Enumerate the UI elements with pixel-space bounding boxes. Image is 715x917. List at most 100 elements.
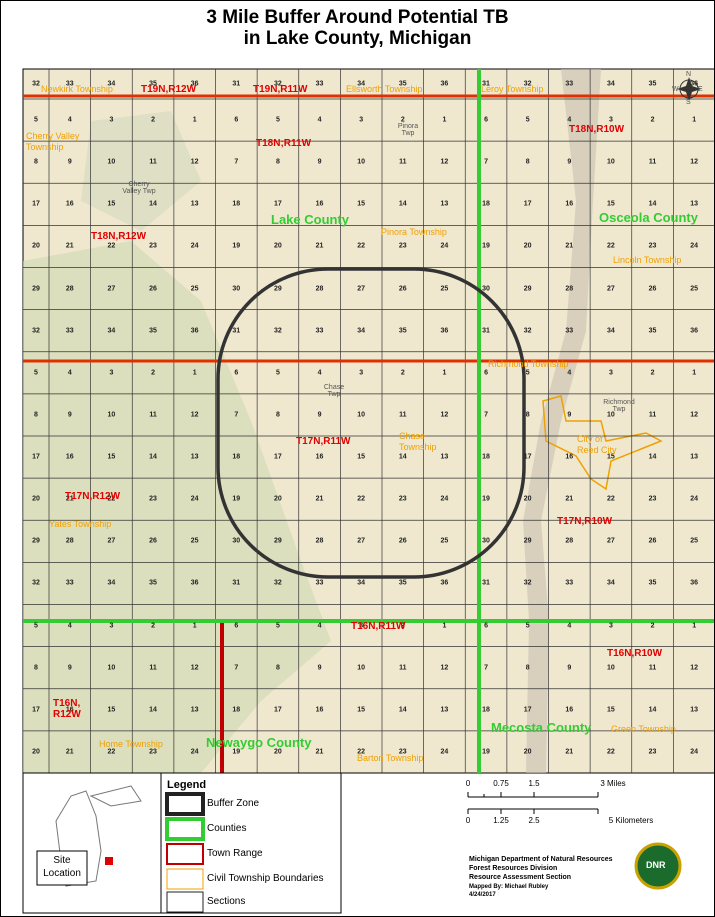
section-number: 29 bbox=[32, 285, 40, 293]
section-number: 17 bbox=[274, 453, 282, 461]
title: 3 Mile Buffer Around Potential TB in Lak… bbox=[1, 7, 714, 49]
section-number: 27 bbox=[107, 285, 116, 293]
section-number: 4 bbox=[317, 369, 322, 377]
section-number: 9 bbox=[67, 158, 72, 166]
section-number: 2 bbox=[151, 116, 156, 124]
section-number: 36 bbox=[690, 80, 699, 88]
section-number: 18 bbox=[482, 453, 490, 461]
township-label: Barton Township bbox=[357, 753, 424, 763]
legend-item: Town Range bbox=[207, 848, 263, 859]
section-number: 32 bbox=[274, 80, 282, 88]
section-number: 32 bbox=[32, 579, 40, 587]
section-number: 20 bbox=[274, 242, 282, 250]
section-number: 22 bbox=[357, 242, 366, 250]
section-number: 5 bbox=[275, 622, 280, 630]
section-number: 14 bbox=[648, 706, 657, 714]
section-number: 8 bbox=[34, 664, 38, 672]
section-number: 22 bbox=[607, 748, 615, 756]
section-number: 11 bbox=[648, 411, 657, 419]
section-number: 12 bbox=[190, 664, 199, 672]
section-number: 2 bbox=[650, 116, 655, 124]
section-number: 31 bbox=[482, 579, 490, 587]
section-number: 35 bbox=[149, 80, 157, 88]
section-number: 9 bbox=[317, 664, 322, 672]
section-number: 5 bbox=[275, 116, 280, 124]
section-grid bbox=[23, 69, 714, 773]
section-number: 25 bbox=[440, 285, 449, 293]
section-number: 31 bbox=[482, 327, 490, 335]
section-number: 21 bbox=[315, 495, 324, 503]
section-number: 16 bbox=[565, 706, 574, 714]
section-number: 11 bbox=[399, 664, 407, 672]
town-range-label: T17N,R10W bbox=[557, 516, 613, 527]
legend-swatch bbox=[165, 817, 205, 841]
section-number: 33 bbox=[565, 80, 574, 88]
section-number: 1 bbox=[192, 116, 197, 124]
section-number: 14 bbox=[398, 706, 407, 714]
section-number: 22 bbox=[607, 495, 615, 503]
section-number: 4 bbox=[317, 116, 322, 124]
section-number: 24 bbox=[190, 242, 199, 250]
township-label: Lincoln Township bbox=[613, 255, 682, 265]
section-number: 18 bbox=[482, 200, 490, 208]
section-number: 13 bbox=[690, 706, 699, 714]
section-number: 29 bbox=[523, 285, 532, 293]
section-number: 15 bbox=[607, 706, 615, 714]
section-number: 10 bbox=[107, 158, 116, 166]
section-number: 35 bbox=[398, 579, 407, 587]
township-label: Green Township bbox=[611, 724, 676, 734]
section-number: 21 bbox=[315, 242, 324, 250]
section-number: 18 bbox=[482, 706, 490, 714]
section-number: 33 bbox=[65, 579, 74, 587]
section-number: 31 bbox=[232, 327, 241, 335]
town-range-label: T18N,R12W bbox=[91, 231, 147, 242]
section-number: 24 bbox=[440, 242, 449, 250]
section-number: 22 bbox=[107, 242, 116, 250]
section-number: 10 bbox=[357, 158, 366, 166]
section-number: 12 bbox=[190, 158, 199, 166]
section-number: 7 bbox=[234, 664, 239, 672]
section-number: 34 bbox=[357, 80, 366, 88]
section-number: 5 bbox=[34, 369, 38, 377]
section-number: 6 bbox=[234, 622, 239, 630]
section-number: 15 bbox=[107, 706, 116, 714]
legend-swatch bbox=[166, 891, 204, 913]
credit-line: 4/24/2017 bbox=[469, 892, 496, 898]
section-number: 4 bbox=[67, 622, 72, 630]
section-number: 34 bbox=[607, 327, 615, 335]
section-number: 8 bbox=[275, 158, 280, 166]
town-range-label: T17N,R12W bbox=[65, 491, 121, 502]
section-number: 10 bbox=[607, 664, 615, 672]
section-number: 1 bbox=[442, 116, 447, 124]
section-number: 34 bbox=[357, 327, 366, 335]
section-number: 32 bbox=[523, 327, 532, 335]
section-number: 25 bbox=[690, 285, 699, 293]
section-number: 5 bbox=[525, 116, 530, 124]
section-number: 20 bbox=[32, 242, 40, 250]
section-number: 21 bbox=[565, 495, 574, 503]
section-number: 1 bbox=[692, 622, 697, 630]
legend-swatch bbox=[165, 792, 205, 816]
section-number: 20 bbox=[274, 495, 282, 503]
section-number: 18 bbox=[232, 706, 241, 714]
section-number: 7 bbox=[234, 158, 239, 166]
section-number: 27 bbox=[357, 537, 366, 545]
section-number: 30 bbox=[232, 285, 241, 293]
inset-label: Site Location bbox=[43, 855, 81, 879]
township-label: Ellsworth Township bbox=[346, 84, 423, 94]
section-number: 36 bbox=[440, 80, 449, 88]
section-number: 17 bbox=[32, 200, 40, 208]
town-range-label: T19N,R11W bbox=[253, 84, 308, 95]
section-number: 8 bbox=[34, 411, 38, 419]
section-number: 36 bbox=[190, 80, 199, 88]
section-number: 7 bbox=[234, 411, 239, 419]
section-number: 16 bbox=[565, 200, 574, 208]
section-number: 8 bbox=[525, 158, 530, 166]
section-number: 1 bbox=[442, 622, 447, 630]
section-number: 36 bbox=[440, 579, 449, 587]
section-number: 24 bbox=[190, 748, 199, 756]
section-number: 19 bbox=[482, 242, 490, 250]
section-number: 28 bbox=[65, 285, 74, 293]
section-number: 6 bbox=[484, 116, 489, 124]
